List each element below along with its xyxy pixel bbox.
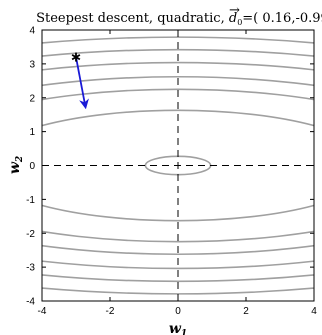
contour-level-2 (42, 109, 314, 222)
y-tick-label: 1 (29, 127, 35, 138)
y-tick-label: -4 (26, 297, 35, 308)
reference-lines (42, 30, 314, 301)
contour-level-5 (42, 61, 314, 270)
contour-level-3 (42, 88, 314, 243)
x-tick-label: 0 (175, 306, 181, 317)
y-axis-ticks: 4 3 2 1 0 -1 -2 -3 -4 (26, 26, 314, 308)
descent-marks (71, 52, 89, 110)
chart-title-arrow: → (229, 3, 240, 18)
chart-title-main: Steepest descent, quadratic, (36, 11, 229, 26)
chart-title-var: d (229, 11, 237, 26)
x-axis-label-main: w (169, 321, 182, 335)
chart-title-sub: 0 (237, 18, 242, 27)
x-axis-label: w1 (169, 321, 187, 335)
start-point-marker (71, 52, 81, 62)
contour-level-4 (42, 75, 314, 256)
y-tick-label: -3 (26, 263, 35, 274)
chart-title-value: =( 0.16,-0.99) (242, 11, 322, 26)
contour-level-7 (42, 36, 314, 295)
y-tick-label: 2 (29, 93, 35, 104)
descent-direction-arrow (75, 56, 89, 110)
y-axis-label-main: w (7, 161, 23, 174)
y-tick-label: -1 (26, 195, 35, 206)
y-axis-label: w2 (7, 156, 25, 174)
y-tick-label: 3 (29, 59, 35, 70)
y-tick-label: 4 (29, 26, 35, 37)
y-tick-label: 0 (29, 161, 35, 172)
y-axis-label-sub: 2 (15, 156, 25, 163)
x-axis-ticks: -4 -2 0 2 4 (38, 30, 317, 317)
contour-level-6 (42, 48, 314, 283)
contour-layer (42, 36, 314, 295)
chart-title: Steepest descent, quadratic, d0=( 0.16,-… (36, 11, 322, 27)
x-tick-label: 2 (243, 306, 249, 317)
start-point-marker-stroke (71, 54, 81, 61)
x-tick-label: 4 (311, 306, 317, 317)
y-tick-label: -2 (26, 229, 35, 240)
x-axis-label-sub: 1 (181, 329, 187, 335)
x-tick-label: -4 (38, 306, 47, 317)
x-tick-label: -2 (106, 306, 115, 317)
